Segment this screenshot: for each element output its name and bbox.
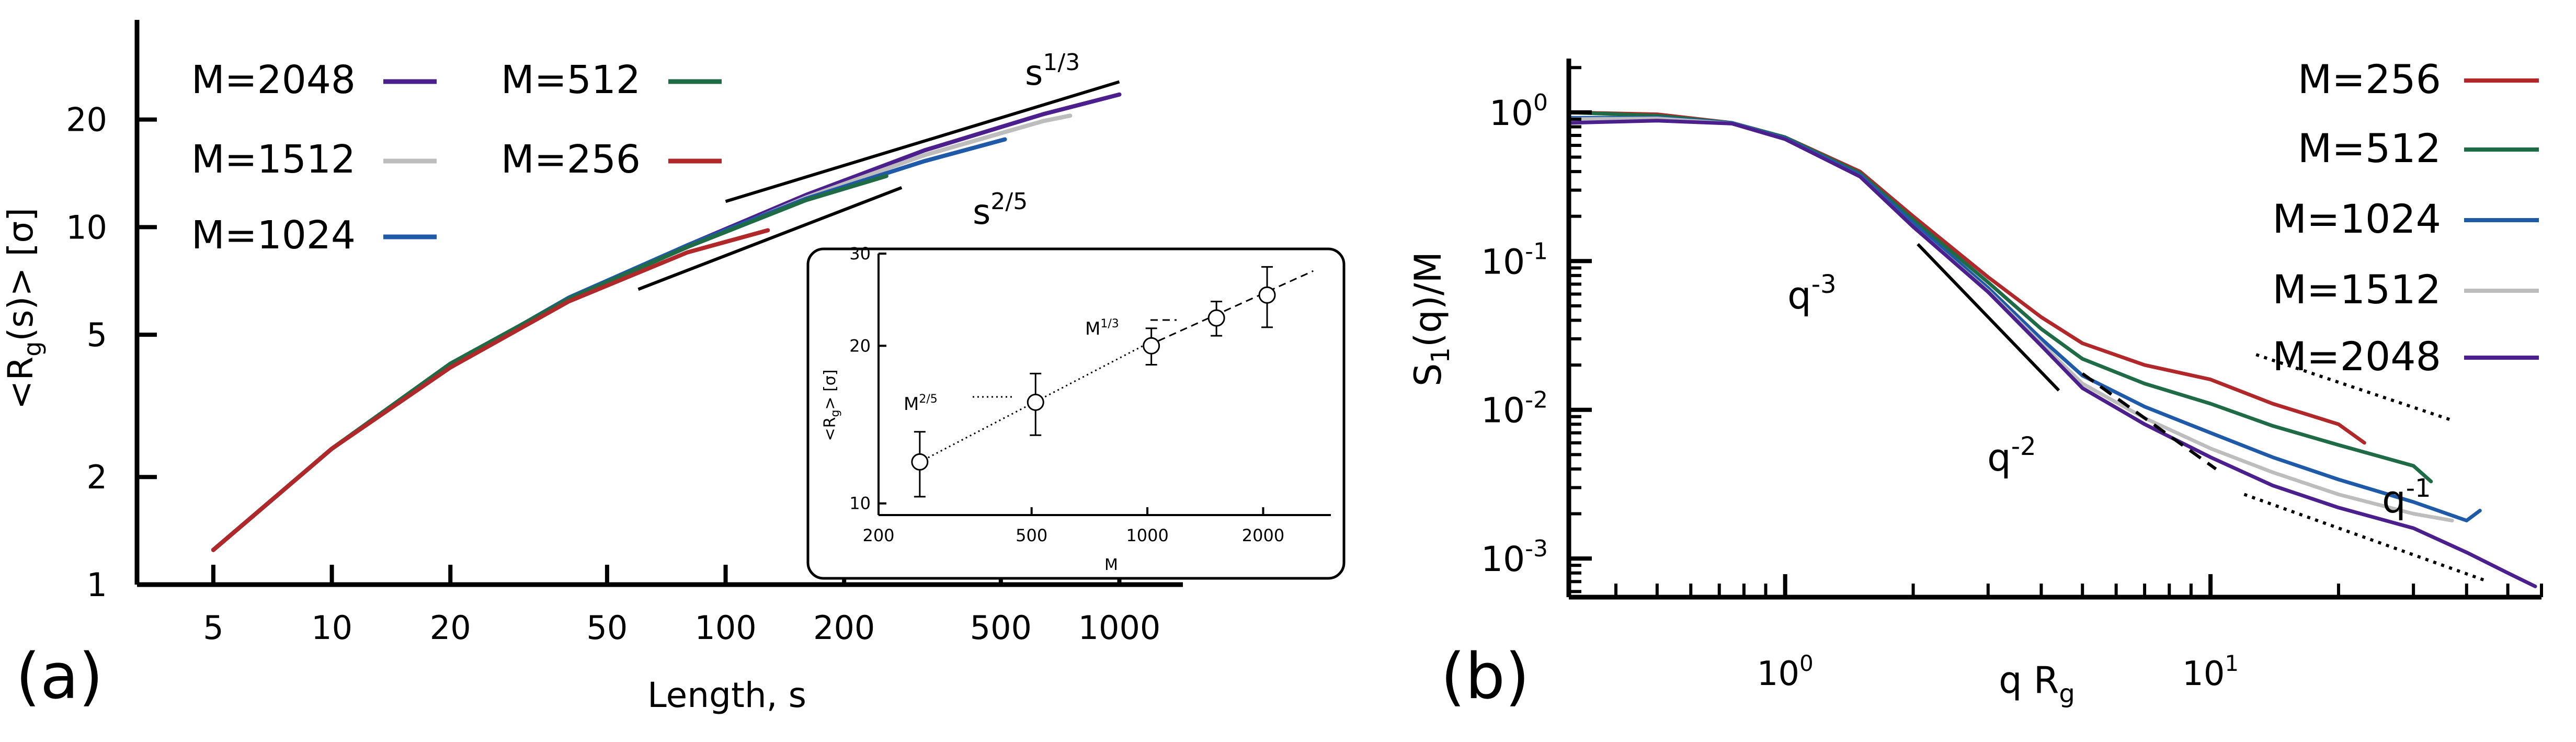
panel-a-guides-group bbox=[637, 80, 1120, 291]
panel-b-guide-label: q-2 bbox=[1987, 432, 2036, 480]
panel-b-y-tick-label: 10-2 bbox=[1481, 387, 1548, 431]
panel-b-y-tick-label: 10-3 bbox=[1481, 535, 1548, 579]
panel-b-guide-labels: q-3 q-2 q-1 bbox=[1787, 270, 2431, 521]
inset-fit-line bbox=[1147, 270, 1314, 347]
panel-b-series-group bbox=[1567, 110, 2537, 588]
panel-b-ticks-group: 100 101 10-3 10-2 10-1 100 bbox=[1481, 66, 2543, 693]
panel-a-series-line bbox=[211, 228, 770, 552]
panel-a-x-tick-label: 5 bbox=[203, 609, 223, 647]
panel-b-guide-line bbox=[1917, 243, 2060, 392]
panel-b-x-tick-label: 100 bbox=[1757, 650, 1814, 693]
panel-a-legend-label: M=512 bbox=[501, 58, 641, 102]
inset-x-tick-label: 1000 bbox=[1126, 526, 1168, 545]
panel-a-x-tick-label: 20 bbox=[430, 609, 471, 647]
panel-b-legend-label: M=2048 bbox=[2272, 333, 2441, 380]
panel-b-legend: M=256 M=512 M=1024 M=1512 M=2048 bbox=[2272, 56, 2539, 380]
panel-a-xlabel: Length, s bbox=[647, 675, 806, 715]
panel-a-legend-label: M=2048 bbox=[191, 58, 356, 102]
panel-a-y-tick-label: 10 bbox=[66, 208, 107, 246]
panel-b-legend-label: M=1024 bbox=[2272, 196, 2441, 242]
panel-b-y-tick-label: 100 bbox=[1489, 89, 1548, 133]
panel-a-x-tick-label: 1000 bbox=[1078, 609, 1161, 647]
panel-a-legend-label: M=1512 bbox=[191, 137, 356, 182]
inset-xlabel: M bbox=[1104, 556, 1118, 574]
panel-a-y-tick-label: 1 bbox=[87, 566, 107, 604]
panel-a-x-tick-label: 500 bbox=[970, 609, 1032, 647]
inset-point bbox=[1258, 286, 1276, 304]
inset-y-tick-label: 30 bbox=[849, 244, 871, 264]
panel-b-ylabel: S1(q)/M bbox=[1407, 252, 1455, 386]
panel-a-y-tick-label: 2 bbox=[87, 458, 107, 496]
panel-b-guide-line bbox=[2081, 372, 2217, 471]
panel-a-legend: M=2048 M=512 M=1512 M=256 M=1024 bbox=[191, 58, 722, 258]
panel-b-guides-group bbox=[1917, 243, 2489, 584]
inset-point bbox=[1027, 393, 1044, 411]
panel-a-guide-line bbox=[637, 186, 903, 291]
panel-b-guide-line bbox=[2255, 353, 2453, 422]
panel-b-legend-label: M=512 bbox=[2298, 125, 2441, 172]
panel-a-axes-group bbox=[134, 20, 1183, 587]
panel-a-ylabel: <Rg(s)> [σ] bbox=[1, 208, 47, 409]
panel-b-tag: (b) bbox=[1441, 641, 1530, 713]
inset-chart: 200 500 1000 2000 10 20 30 M2/5 M1/3 <Rg> [σ] M bbox=[806, 244, 1346, 580]
panel-a-legend-label: M=256 bbox=[501, 137, 641, 182]
panel-b-x-tick-label: 101 bbox=[2182, 650, 2239, 693]
panel-b-legend-label: M=1512 bbox=[2272, 266, 2441, 313]
panel-a-y-tick-label: 20 bbox=[66, 101, 107, 139]
panel-a-guide-labels: s1/3 s2/5 bbox=[973, 49, 1080, 232]
panel-b-guide-label: q-1 bbox=[2382, 474, 2431, 521]
inset-ticks-group: 200 500 1000 2000 10 20 30 bbox=[849, 244, 1284, 545]
panel-b-series-line bbox=[1567, 119, 2537, 588]
panel-a-legend-label: M=1024 bbox=[191, 213, 356, 258]
panel-a-x-tick-label: 200 bbox=[813, 609, 875, 647]
panel-b-legend-label: M=256 bbox=[2298, 56, 2441, 102]
panel-a-guide-label: s1/3 bbox=[1025, 49, 1080, 93]
panel-a-x-tick-label: 100 bbox=[694, 609, 756, 647]
inset-x-tick-label: 500 bbox=[1016, 526, 1047, 545]
panel-a-ticks-group: 5 10 20 50 100 200 500 1000 1 2 5 10 20 bbox=[66, 101, 1160, 647]
inset-points-group bbox=[911, 266, 1276, 498]
panel-b-axes-group bbox=[1566, 59, 2541, 600]
panel-a-guide-label: s2/5 bbox=[973, 188, 1028, 232]
panel-a-guide-line bbox=[725, 80, 1120, 203]
panel-b-xlabel: q Rg bbox=[1999, 659, 2075, 709]
panel-a-x-tick-label: 50 bbox=[586, 609, 628, 647]
inset-fit-label: M1/3 bbox=[1085, 317, 1119, 339]
inset-point bbox=[1207, 309, 1225, 327]
inset-ylabel: <Rg> [σ] bbox=[821, 369, 842, 441]
panel-b-y-tick-label: 10-1 bbox=[1481, 238, 1548, 282]
inset-fit-label: M2/5 bbox=[904, 393, 938, 415]
inset-x-tick-label: 2000 bbox=[1242, 526, 1284, 545]
panel-a-series-group bbox=[211, 92, 1122, 552]
inset-axes-group bbox=[877, 254, 1331, 516]
panel-b-guide-line bbox=[2243, 493, 2489, 584]
panel-b-guide-label: q-3 bbox=[1787, 270, 1837, 317]
inset-point bbox=[1143, 337, 1160, 355]
panel-a-tag: (a) bbox=[16, 641, 103, 713]
inset-x-tick-label: 200 bbox=[862, 526, 894, 545]
inset-y-tick-label: 20 bbox=[849, 336, 871, 356]
panel-a-y-tick-label: 5 bbox=[87, 316, 107, 354]
inset-fit-labels: M2/5 M1/3 bbox=[904, 317, 1177, 415]
inset-y-tick-label: 10 bbox=[849, 494, 871, 513]
inset-point bbox=[911, 453, 929, 471]
inset-frame bbox=[806, 247, 1346, 580]
panel-a-x-tick-label: 10 bbox=[311, 609, 352, 647]
